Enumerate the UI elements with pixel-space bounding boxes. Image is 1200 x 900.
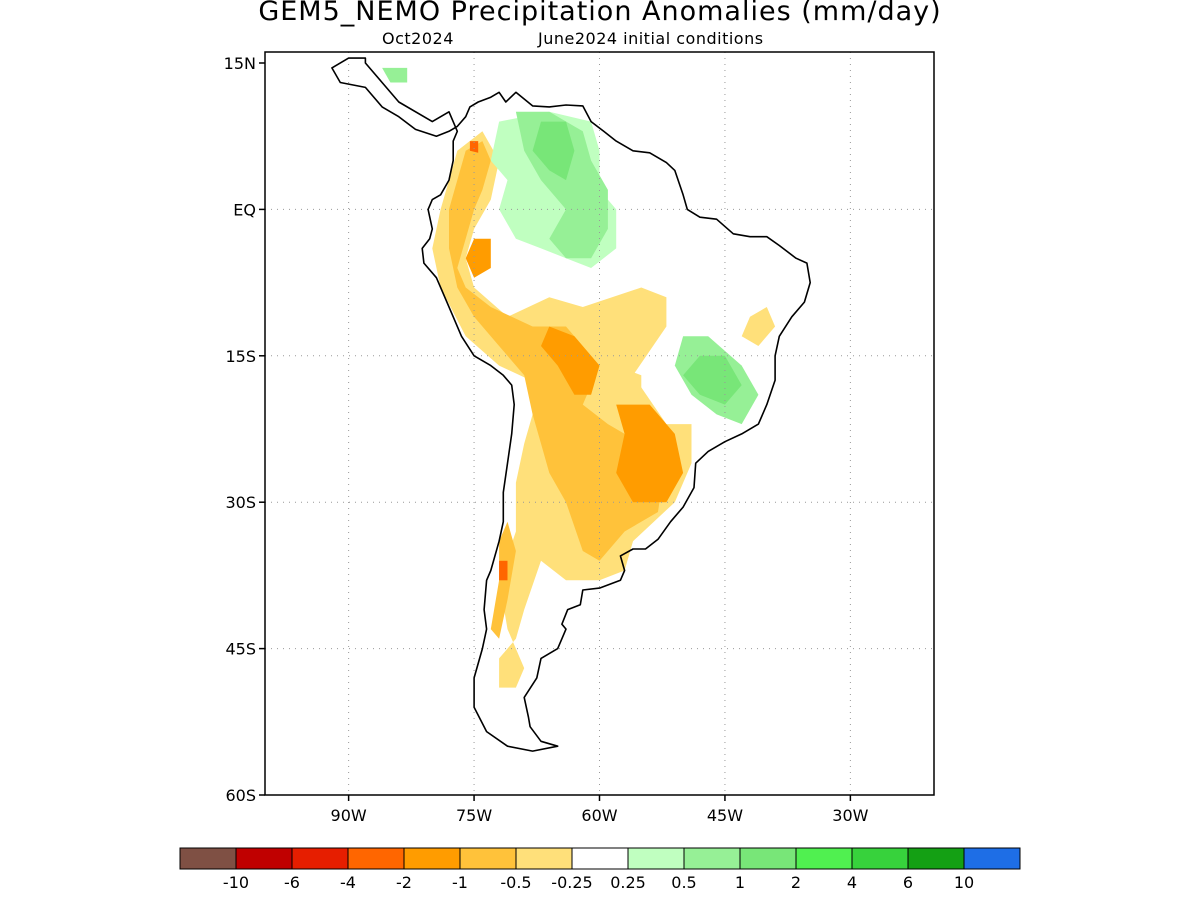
colorbar-swatch bbox=[291, 847, 349, 870]
colorbar-label: 4 bbox=[847, 873, 857, 892]
map-title: GEM5_NEMO Precipitation Anomalies (mm/da… bbox=[258, 0, 942, 27]
colorbar-label: -1 bbox=[452, 873, 468, 892]
axis-ticks: 15N EQ 15S 30S 45S 60S 90W 75W 60W 45W 30W bbox=[224, 54, 869, 825]
anomaly-shading bbox=[382, 67, 776, 688]
initial-conditions-label: June2024 initial conditions bbox=[538, 29, 764, 48]
anomaly-region-7 bbox=[465, 238, 491, 278]
colorbar-label: 2 bbox=[791, 873, 801, 892]
colorbar-swatch bbox=[515, 847, 573, 870]
colorbar-swatch bbox=[851, 847, 909, 870]
colorbar-swatch bbox=[683, 847, 741, 870]
colorbar-label: 0.25 bbox=[610, 873, 646, 892]
lat-tick-label: 15N bbox=[224, 54, 256, 73]
colorbar-label: 1 bbox=[735, 873, 745, 892]
anomaly-region-13 bbox=[382, 67, 408, 83]
colorbar-label: -0.5 bbox=[500, 873, 531, 892]
colorbar-swatch bbox=[459, 847, 517, 870]
colorbar-label: -4 bbox=[340, 873, 356, 892]
coastline bbox=[331, 57, 812, 752]
lat-tick-label: 60S bbox=[225, 786, 256, 805]
colorbar-swatch bbox=[403, 847, 461, 870]
anomaly-region-1 bbox=[741, 307, 776, 346]
colorbar-swatch bbox=[627, 847, 685, 870]
colorbar-label: -2 bbox=[396, 873, 412, 892]
colorbar-swatch bbox=[963, 847, 1021, 870]
lon-tick-label: 45W bbox=[707, 806, 743, 825]
anomaly-region-14 bbox=[683, 355, 742, 405]
colorbar-swatch bbox=[739, 847, 797, 870]
lon-tick-label: 75W bbox=[456, 806, 492, 825]
lat-tick-label: 45S bbox=[225, 640, 256, 659]
colorbar-swatch bbox=[179, 847, 237, 870]
colorbar-label: -6 bbox=[284, 873, 300, 892]
lon-tick-label: 90W bbox=[331, 806, 367, 825]
colorbar-label: -10 bbox=[223, 873, 249, 892]
anomaly-region-15 bbox=[532, 121, 575, 181]
colorbar-swatch bbox=[571, 847, 629, 870]
anomaly-region-9 bbox=[499, 560, 508, 581]
south-america-coastline bbox=[331, 57, 812, 752]
anomaly-region-5 bbox=[541, 326, 600, 395]
colorbar-swatch bbox=[347, 847, 405, 870]
anomaly-region-2 bbox=[607, 365, 642, 405]
lon-tick-label: 60W bbox=[581, 806, 617, 825]
colorbar-swatch bbox=[907, 847, 965, 870]
colorbar-swatch bbox=[795, 847, 853, 870]
lon-tick-label: 30W bbox=[832, 806, 868, 825]
colorbar-label: -0.25 bbox=[551, 873, 592, 892]
lat-tick-label: 15S bbox=[225, 347, 256, 366]
colorbar-swatch bbox=[235, 847, 293, 870]
forecast-month: Oct2024 bbox=[382, 29, 454, 48]
colorbar: -10 -6 -4 -2 -1 -0.5 -0.25 0.25 0.5 1 2 4 6 10 bbox=[179, 847, 1021, 892]
colorbar-label: 10 bbox=[954, 873, 974, 892]
colorbar-label: 6 bbox=[903, 873, 913, 892]
colorbar-label: 0.5 bbox=[671, 873, 696, 892]
anomaly-region-8 bbox=[469, 141, 479, 153]
lat-tick-label: 30S bbox=[225, 493, 256, 512]
anomaly-region-6 bbox=[616, 404, 684, 503]
lat-tick-label: EQ bbox=[233, 200, 256, 219]
